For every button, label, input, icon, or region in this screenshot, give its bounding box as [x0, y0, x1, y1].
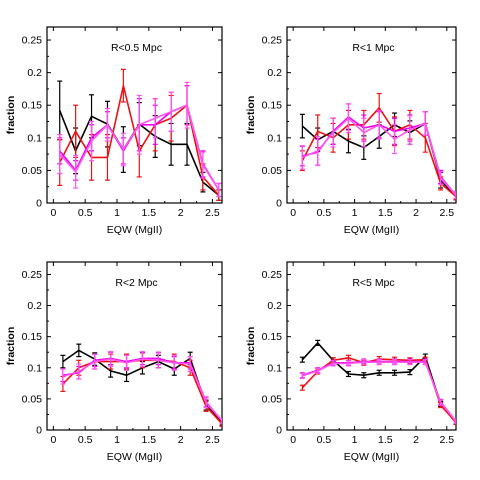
- x-tick-label: 2: [413, 434, 419, 446]
- y-tick-label: 0.2: [267, 300, 282, 312]
- plot-frame: [46, 26, 223, 204]
- series-1: [299, 339, 456, 425]
- series-4: [60, 351, 222, 424]
- x-tick-label: 1.5: [142, 434, 157, 446]
- x-tick-label: 2: [413, 207, 419, 219]
- x-tick-label: 0: [50, 207, 56, 219]
- series-line: [62, 358, 222, 422]
- x-tick-label: 0.5: [317, 434, 332, 446]
- x-axis-label: EQW (MgII): [107, 224, 162, 236]
- x-tick-label: 0.5: [317, 207, 332, 219]
- y-tick-label: 0.1: [267, 362, 282, 374]
- y-axis-label: fraction: [245, 327, 257, 366]
- panel-4: 0 0.05 0.1 0.15 0.2 0.25 0 0.5 1 1.5 2 2.5 EQW (MgII…: [245, 261, 457, 463]
- y-tick-label: 0.1: [27, 132, 42, 144]
- series-group: [60, 343, 222, 427]
- y-tick-label: 0.15: [22, 331, 43, 343]
- y-tick-label: 0.05: [262, 393, 283, 405]
- panel-title: R<5 Mpc: [352, 277, 394, 289]
- y-tick-label: 0.05: [22, 165, 43, 177]
- y-tick-label: 0.1: [27, 362, 42, 374]
- x-axis-label: EQW (MgII): [344, 451, 399, 463]
- y-tick-label: 0.05: [22, 393, 43, 405]
- plot-frame: [46, 261, 223, 431]
- x-tick-label: 1: [114, 434, 120, 446]
- x-tick-label: 1.5: [378, 207, 393, 219]
- y-tick-label: 0.2: [27, 67, 42, 79]
- y-tick-label: 0.25: [262, 35, 283, 47]
- panel-1: 0 0.05 0.1 0.15 0.2 0.25 0 0.5 1 1.5 2 2.5 EQW (MgII…: [5, 26, 223, 236]
- series-group: [299, 92, 456, 201]
- series-line: [59, 104, 220, 191]
- series-group: [299, 339, 456, 425]
- y-tick-label: 0.15: [262, 100, 283, 112]
- x-tick-label: 0: [50, 434, 56, 446]
- panel-3: 0 0.05 0.1 0.15 0.2 0.25 0 0.5 1 1.5 2 2.5 EQW (MgII…: [5, 261, 223, 463]
- series-4: [299, 103, 456, 200]
- series-4: [57, 81, 222, 198]
- y-tick-label: 0.25: [22, 269, 43, 281]
- y-tick-label: 0: [36, 425, 42, 437]
- x-tick-label: 1: [352, 434, 358, 446]
- y-tick-label: 0: [276, 425, 282, 437]
- series-2: [299, 354, 456, 425]
- series-4: [299, 359, 456, 424]
- y-axis-label: fraction: [245, 96, 257, 135]
- x-tick-label: 1: [352, 207, 358, 219]
- y-tick-label: 0.15: [22, 100, 43, 112]
- x-axis-label: EQW (MgII): [107, 451, 162, 463]
- x-tick-label: 2.5: [439, 434, 454, 446]
- x-tick-label: 0: [290, 434, 296, 446]
- x-tick-label: 1: [114, 207, 120, 219]
- series-line: [302, 361, 456, 422]
- y-tick-label: 0: [36, 198, 42, 210]
- x-tick-label: 0.5: [78, 434, 93, 446]
- y-tick-label: 0: [276, 198, 282, 210]
- panel-title: R<1 Mpc: [352, 42, 394, 54]
- panel-title: R<2 Mpc: [115, 277, 157, 289]
- x-tick-label: 0: [290, 207, 296, 219]
- y-tick-label: 0.05: [262, 165, 283, 177]
- y-tick-label: 0.2: [267, 67, 282, 79]
- x-tick-label: 2.5: [439, 207, 454, 219]
- plot-frame: [286, 261, 457, 431]
- series-line: [302, 117, 456, 196]
- y-tick-label: 0.15: [262, 331, 283, 343]
- x-tick-label: 1.5: [378, 434, 393, 446]
- y-tick-label: 0.25: [22, 35, 43, 47]
- y-tick-label: 0.1: [267, 132, 282, 144]
- panel-title: R<0.5 Mpc: [111, 42, 162, 54]
- y-tick-label: 0.25: [262, 269, 283, 281]
- x-axis-label: EQW (MgII): [344, 224, 399, 236]
- x-tick-label: 1.5: [142, 207, 157, 219]
- x-tick-label: 2: [178, 207, 184, 219]
- series-group: [57, 68, 222, 201]
- x-tick-label: 0.5: [78, 207, 93, 219]
- x-tick-label: 2.5: [205, 207, 220, 219]
- y-tick-label: 0.2: [27, 300, 42, 312]
- series-line: [301, 107, 456, 198]
- x-tick-label: 2: [178, 434, 184, 446]
- panel-2: 0 0.05 0.1 0.15 0.2 0.25 0 0.5 1 1.5 2 2.5 EQW (MgII…: [245, 26, 457, 236]
- y-axis-label: fraction: [5, 327, 17, 366]
- plot-frame: [286, 26, 457, 204]
- x-tick-label: 2.5: [205, 434, 220, 446]
- y-axis-label: fraction: [5, 96, 17, 135]
